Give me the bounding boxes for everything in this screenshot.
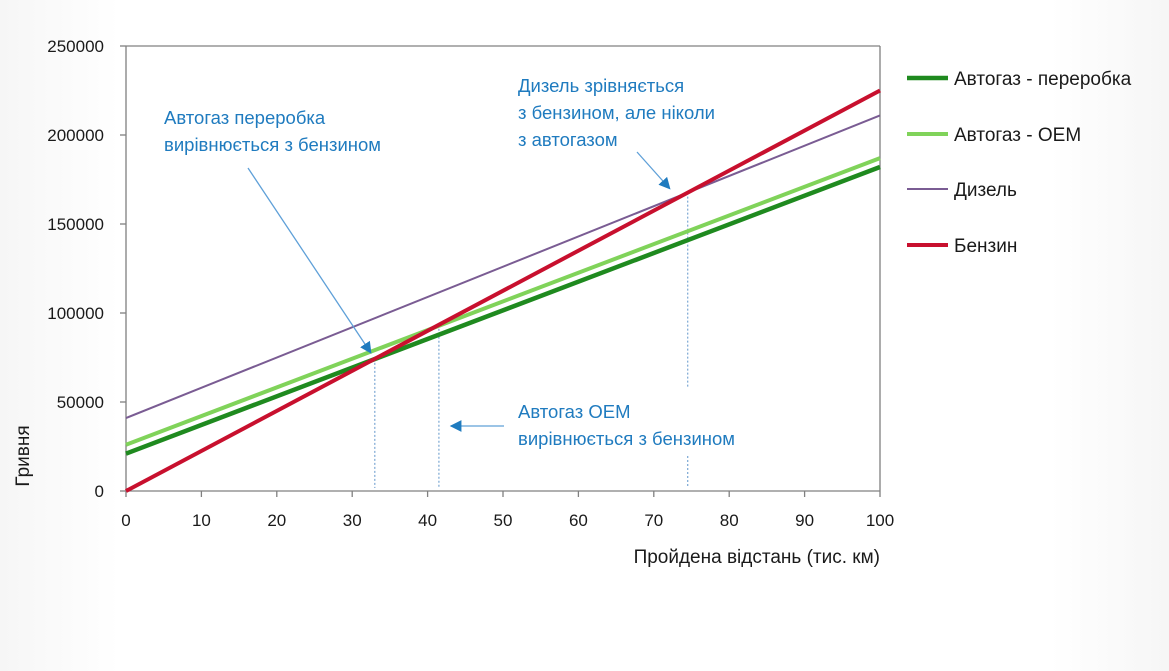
annotation-text: вирівнюється з бензином bbox=[518, 428, 735, 449]
series-line-1 bbox=[125, 156, 881, 447]
x-tick-label: 100 bbox=[866, 511, 894, 530]
x-tick-label: 20 bbox=[267, 511, 286, 530]
x-tick-label: 30 bbox=[343, 511, 362, 530]
x-tick-label: 60 bbox=[569, 511, 588, 530]
annotation-text: з бензином, але ніколи bbox=[518, 102, 715, 123]
annotation-text: Автогаз переробка bbox=[164, 107, 326, 128]
legend-label: Бензин bbox=[954, 236, 1017, 257]
y-tick-label: 150000 bbox=[47, 215, 104, 234]
y-tick-label: 100000 bbox=[47, 304, 104, 323]
x-tick-label: 40 bbox=[418, 511, 437, 530]
x-tick-label: 50 bbox=[494, 511, 513, 530]
x-tick-label: 90 bbox=[795, 511, 814, 530]
annotation-text: Дизель зрівняється bbox=[518, 75, 684, 96]
y-tick-label: 250000 bbox=[47, 37, 104, 56]
annotation-arrow bbox=[247, 167, 372, 354]
annotations: Автогаз переробка вирівнюється з бензином… bbox=[164, 75, 735, 449]
annotation-text: вирівнюється з бензином bbox=[164, 134, 381, 155]
axes: 0 50000 100000 150000 200000 250000 0 10 20 30 40 5… bbox=[13, 37, 894, 568]
legend-label: Автогаз - OEM bbox=[954, 125, 1081, 146]
x-tick-label: 80 bbox=[720, 511, 739, 530]
x-tick-label: 10 bbox=[192, 511, 211, 530]
x-tick-label: 70 bbox=[644, 511, 663, 530]
series-lines bbox=[125, 88, 881, 493]
annotation-arrow bbox=[636, 151, 671, 190]
crossing-guides bbox=[374, 192, 689, 488]
series-line-3 bbox=[125, 88, 881, 493]
x-axis-title: Пройдена відстань (тис. км) bbox=[634, 547, 880, 568]
legend: Автогаз - переробка Автогаз - OEM Дизель Бе… bbox=[907, 69, 1132, 257]
annotation-text: з автогазом bbox=[518, 129, 618, 150]
y-axis-title: Гривня bbox=[13, 425, 34, 486]
annotation-arrows bbox=[247, 151, 671, 432]
y-tick-label: 50000 bbox=[57, 393, 104, 412]
y-tick-label: 200000 bbox=[47, 126, 104, 145]
legend-label: Дизель bbox=[954, 180, 1017, 201]
y-tick-label: 0 bbox=[95, 482, 104, 501]
series-line-0 bbox=[125, 164, 881, 456]
legend-label: Автогаз - переробка bbox=[954, 69, 1132, 90]
x-tick-label: 0 bbox=[121, 511, 130, 530]
series-line-2 bbox=[125, 114, 881, 419]
annotation-text: Автогаз OEM bbox=[518, 401, 631, 422]
